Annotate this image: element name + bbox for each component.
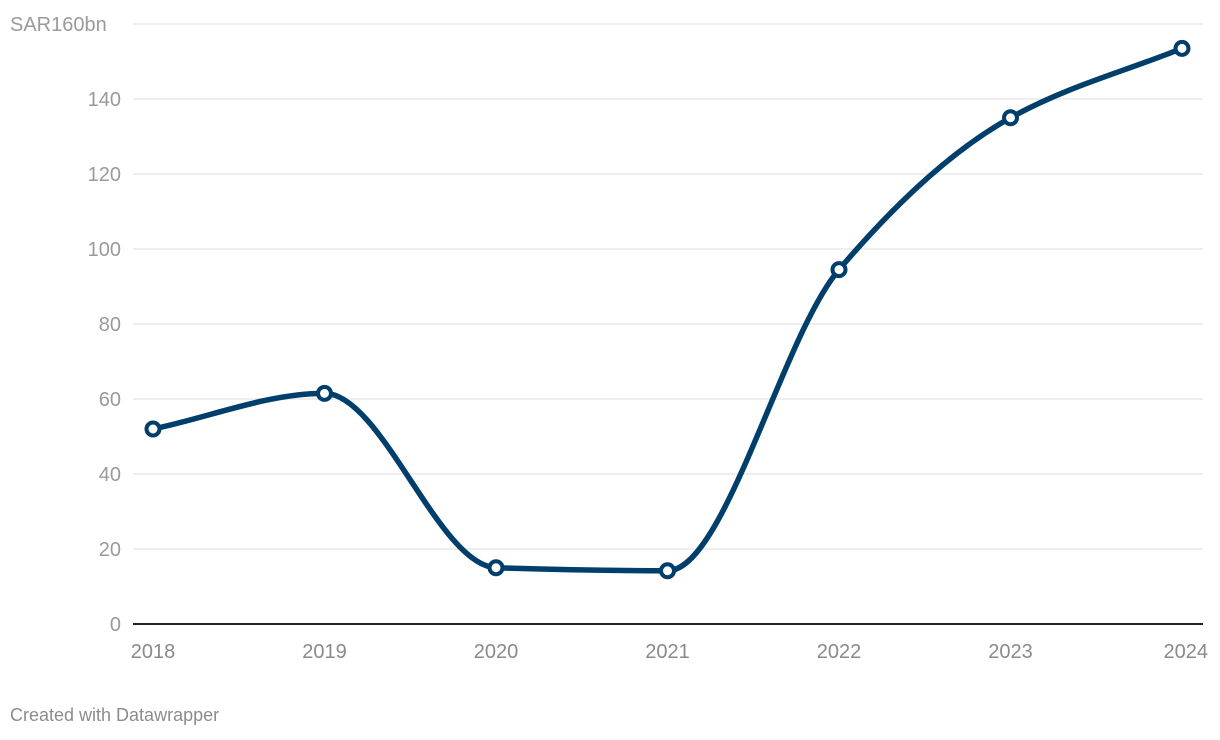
- x-tick-label: 2023: [988, 641, 1033, 663]
- x-tick-label: 2022: [817, 641, 862, 663]
- y-tick-label: 20: [99, 539, 121, 561]
- data-point: [316, 384, 333, 402]
- gridlines: [133, 23, 1203, 625]
- y-tick-label: 80: [99, 314, 121, 336]
- y-axis-tick-labels: 0 20 40 60 80 100 120 140 SAR160bn: [10, 14, 121, 636]
- x-axis-tick-labels: 2018 2019 2020 2021 2022 2023 2024: [131, 641, 1208, 663]
- data-point: [1002, 109, 1019, 127]
- data-point: [659, 562, 676, 580]
- y-tick-label: 0: [110, 614, 121, 636]
- y-tick-label: 60: [99, 389, 121, 411]
- y-tick-label: SAR160bn: [10, 14, 107, 36]
- data-point: [144, 420, 162, 438]
- data-point: [830, 261, 848, 279]
- x-tick-label: 2021: [645, 641, 690, 663]
- x-tick-label: 2018: [131, 641, 176, 663]
- x-tick-label: 2024: [1164, 641, 1209, 663]
- x-tick-label: 2020: [474, 641, 519, 663]
- footer-credit: Created with Datawrapper: [10, 705, 220, 725]
- series-line: [150, 45, 1185, 574]
- data-points: [144, 39, 1191, 580]
- data-point: [1173, 39, 1191, 57]
- y-tick-label: 120: [88, 164, 121, 186]
- x-tick-label: 2019: [302, 641, 347, 663]
- data-point: [487, 559, 505, 577]
- y-tick-label: 40: [99, 464, 121, 486]
- y-tick-label: 140: [88, 89, 121, 111]
- y-tick-label: 100: [88, 239, 121, 261]
